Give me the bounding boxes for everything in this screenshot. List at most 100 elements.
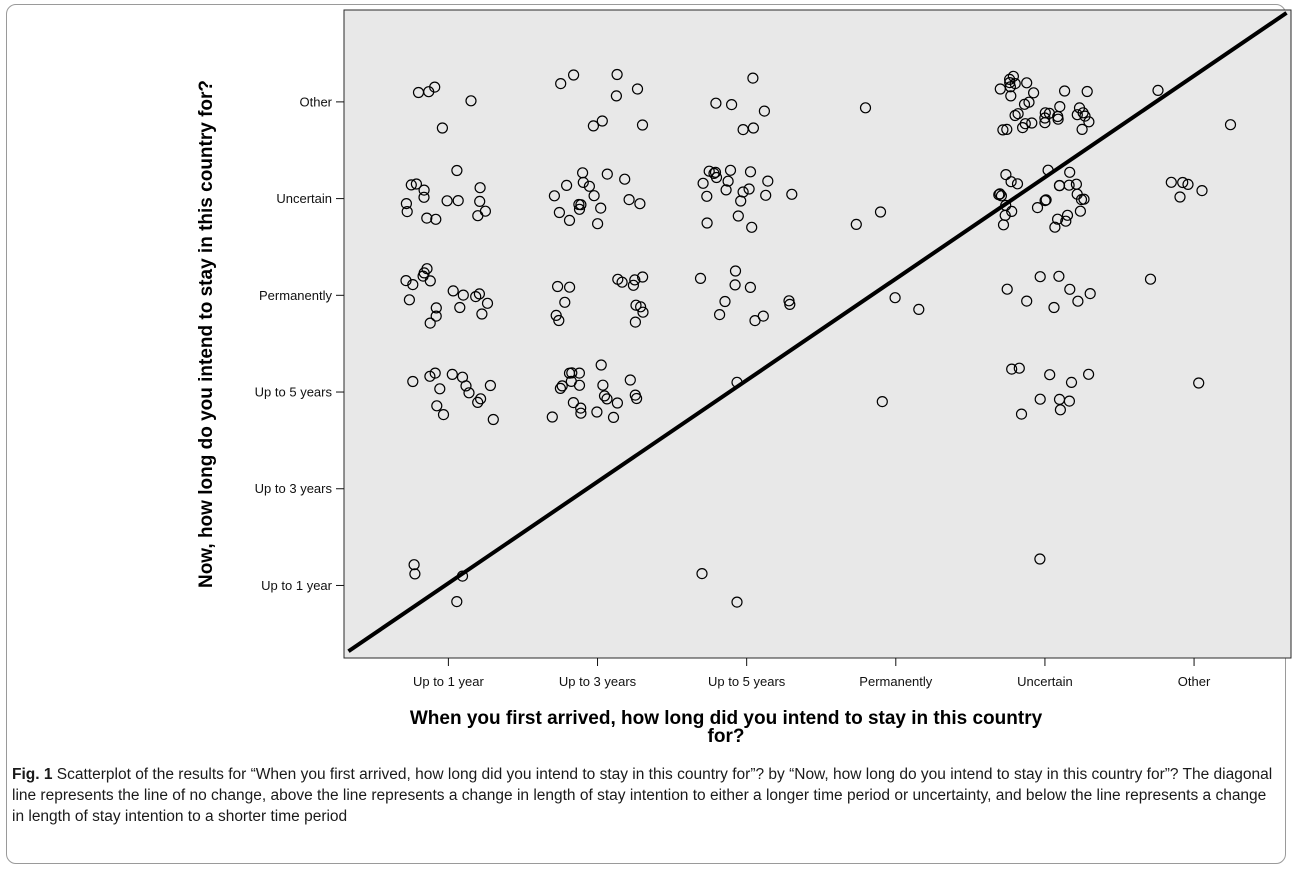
data-point (418, 184, 430, 196)
x-tick-label: Up to 1 year (413, 674, 484, 689)
data-point (859, 102, 872, 114)
data-point (421, 212, 433, 224)
data-point (1043, 107, 1056, 119)
data-point (722, 175, 734, 187)
x-tick-label: Up to 5 years (708, 674, 786, 689)
data-point (451, 595, 463, 608)
data-point (447, 285, 459, 297)
data-point (1013, 362, 1025, 374)
data-point (473, 288, 485, 300)
data-point (474, 195, 486, 207)
data-point (876, 396, 888, 408)
data-point (636, 119, 649, 131)
data-point (441, 195, 453, 207)
data-point (421, 263, 433, 275)
data-point (762, 175, 774, 187)
data-point (631, 83, 644, 95)
data-point (1012, 108, 1024, 120)
data-point (1021, 77, 1033, 89)
data-point (1083, 116, 1095, 128)
data-point (1054, 404, 1067, 416)
data-point (400, 275, 412, 287)
data-point (1031, 202, 1044, 214)
data-point (546, 411, 558, 423)
data-point (1070, 178, 1083, 190)
x-tick-label: Permanently (859, 674, 932, 689)
data-point (1051, 213, 1064, 225)
data-point (634, 198, 646, 210)
data-point (1182, 178, 1194, 190)
data-point (596, 115, 608, 127)
data-point (601, 168, 613, 180)
data-point (701, 217, 713, 229)
data-point (583, 180, 596, 192)
x-tick-label: Up to 3 years (559, 674, 637, 689)
y-tick-label: Up to 5 years (255, 385, 333, 400)
data-point (1165, 176, 1177, 188)
caption-text: Scatterplot of the results for “When you… (12, 766, 1273, 825)
x-axis-title: When you first arrived, how long did you… (410, 708, 1043, 729)
data-point (591, 218, 604, 230)
data-point (1061, 209, 1074, 221)
data-point (403, 294, 415, 306)
data-point (565, 375, 577, 387)
data-point (1021, 295, 1033, 307)
data-point (1039, 107, 1051, 119)
data-point (724, 164, 737, 176)
data-point (1064, 283, 1076, 295)
data-point (729, 265, 742, 277)
data-point (1009, 109, 1021, 122)
data-point (1075, 194, 1088, 206)
data-point (1076, 123, 1088, 135)
data-point (591, 406, 603, 418)
data-point (999, 209, 1011, 221)
data-point (743, 183, 755, 195)
data-point (696, 567, 708, 580)
data-point (401, 206, 413, 218)
data-point (709, 166, 722, 178)
data-point (405, 179, 417, 191)
data-point (1027, 87, 1040, 99)
data-point (588, 190, 600, 202)
data-point (1081, 85, 1093, 98)
data-point (587, 120, 600, 132)
data-point (746, 221, 758, 233)
data-point (430, 302, 442, 314)
data-point (424, 275, 436, 287)
data-point (760, 189, 772, 201)
data-point (484, 379, 496, 392)
data-point (454, 301, 466, 314)
data-point (457, 289, 469, 301)
data-point (556, 380, 568, 392)
data-point (701, 190, 713, 202)
data-point (747, 72, 759, 84)
data-point (1018, 98, 1031, 110)
data-point (697, 177, 709, 189)
data-point (575, 407, 587, 419)
data-point (1015, 408, 1028, 420)
data-point (434, 383, 446, 395)
data-point (575, 199, 587, 211)
data-point (1064, 166, 1076, 178)
data-point (1054, 100, 1066, 113)
data-point (463, 387, 475, 399)
y-tick-label: Up to 3 years (255, 481, 333, 496)
data-point (412, 86, 425, 99)
data-point (551, 280, 564, 293)
data-point (1048, 301, 1060, 314)
data-point (575, 402, 587, 414)
data-point (548, 190, 561, 202)
data-point (1071, 109, 1083, 121)
data-point (1058, 85, 1071, 97)
data-point (430, 310, 442, 322)
data-point (1074, 205, 1087, 217)
data-point (553, 314, 565, 327)
data-point (553, 206, 566, 219)
figure-caption: Fig. 1 Scatterplot of the results for “W… (12, 764, 1274, 827)
data-point (597, 379, 609, 391)
data-point (472, 396, 484, 408)
data-point (1026, 117, 1038, 129)
data-point (598, 390, 611, 402)
data-point (694, 272, 707, 284)
data-point (708, 167, 720, 179)
